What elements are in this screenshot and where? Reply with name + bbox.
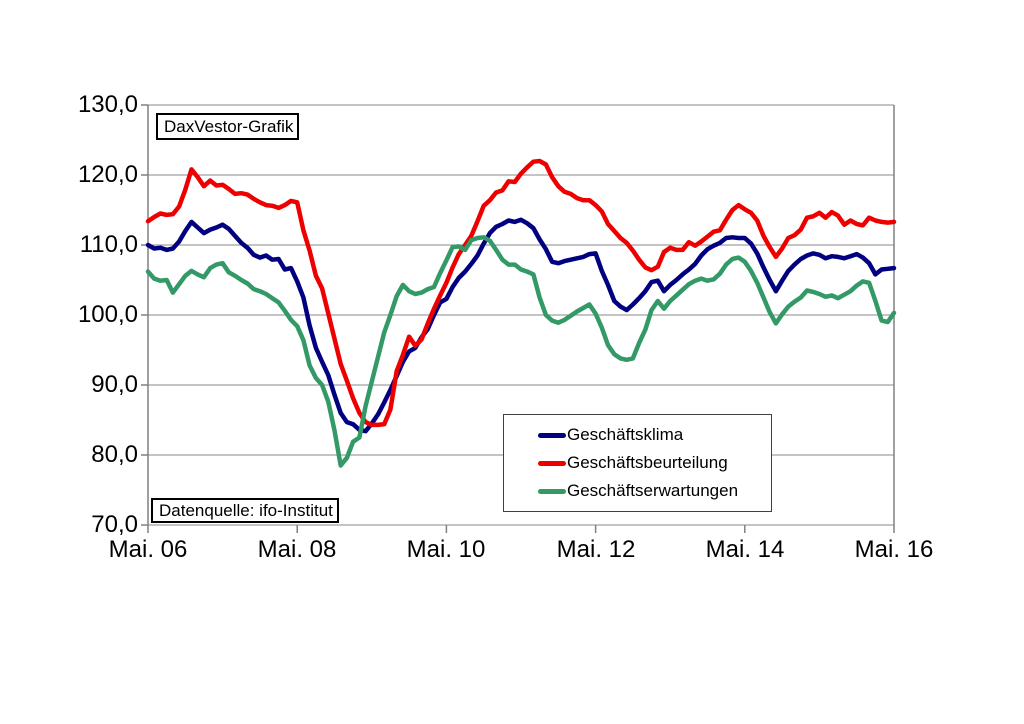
y-tick-label: 80,0 [91,441,138,468]
data-source-text: Datenquelle: ifo-Institut [159,500,333,520]
y-tick-label: 110,0 [79,231,138,258]
chart-title-text: DaxVestor-Grafik [164,116,294,136]
x-tick-label: Mai. 06 [108,536,188,563]
legend-item-geschaeftserwartungen: Geschäftserwartungen [504,479,771,503]
x-tick-label: Mai. 14 [705,536,785,563]
legend-label: Geschäftsbeurteilung [567,453,728,472]
x-tick-label: Mai. 10 [406,536,486,563]
x-tick-label: Mai. 12 [556,536,636,563]
legend-line-marker [538,488,566,494]
data-source-box: Datenquelle: ifo-Institut [151,498,339,523]
y-tick-label: 70,0 [91,511,138,538]
x-tick-label: Mai. 08 [257,536,337,563]
y-tick-label: 90,0 [91,371,138,398]
legend-box: Geschäftsklima Geschäftsbeurteilung Gesc… [503,414,772,512]
y-tick-label: 100,0 [77,301,138,328]
legend-line-marker [538,460,566,466]
y-tick-label: 130,0 [77,91,138,118]
y-tick-label: 120,0 [77,161,138,188]
legend-label: Geschäftsklima [567,425,684,444]
x-tick-label: Mai. 16 [854,536,934,563]
legend-item-geschaeftsklima: Geschäftsklima [504,423,771,447]
chart-title-box: DaxVestor-Grafik [156,113,299,140]
legend-item-geschaeftsbeurteilung: Geschäftsbeurteilung [504,451,771,475]
legend-line-marker [538,432,566,438]
legend-label: Geschäftserwartungen [567,481,739,500]
